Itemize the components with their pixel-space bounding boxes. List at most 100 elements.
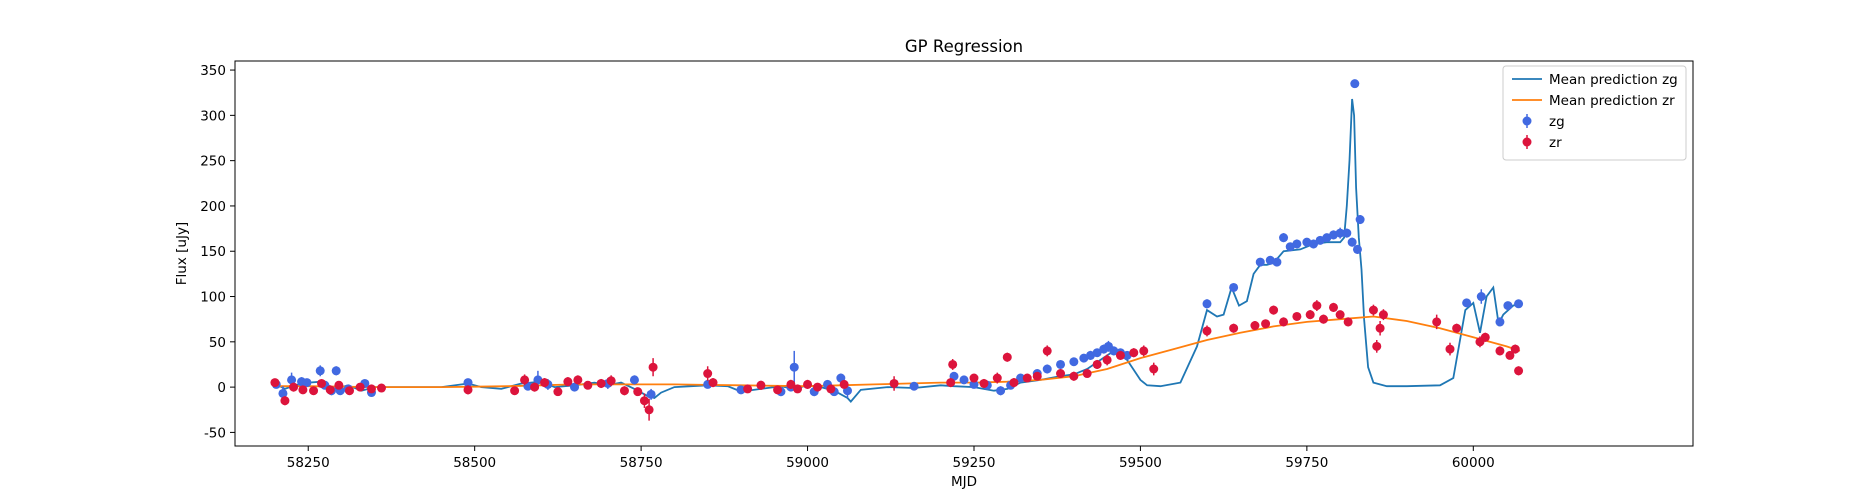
data-point-zr bbox=[1495, 346, 1505, 356]
data-point-zg bbox=[1202, 299, 1212, 309]
data-point-zr bbox=[803, 379, 813, 389]
data-point-zr bbox=[1069, 371, 1079, 381]
data-point-zg bbox=[1355, 215, 1365, 225]
data-point-zr bbox=[309, 386, 319, 396]
data-point-zr bbox=[355, 382, 365, 392]
y-tick-label: 200 bbox=[200, 199, 226, 215]
x-tick-label: 60000 bbox=[1452, 455, 1495, 471]
data-point-zr bbox=[639, 396, 649, 406]
data-point-zr bbox=[1002, 352, 1012, 362]
x-tick-label: 59250 bbox=[953, 455, 996, 471]
data-point-zr bbox=[648, 362, 658, 372]
y-tick-label: 350 bbox=[200, 63, 226, 79]
data-point-zg bbox=[1309, 239, 1319, 249]
data-point-zg bbox=[302, 378, 312, 388]
data-point-zg bbox=[1350, 79, 1360, 89]
data-point-zr bbox=[1032, 371, 1042, 381]
data-point-zr bbox=[530, 382, 540, 392]
y-axis-label: Flux [uJy] bbox=[174, 222, 190, 285]
data-point-zg bbox=[909, 381, 919, 391]
data-point-zg bbox=[1229, 282, 1239, 292]
data-point-zg bbox=[287, 375, 297, 385]
data-point-zg bbox=[1042, 364, 1052, 374]
data-point-zr bbox=[1480, 332, 1490, 342]
y-tick-label: 300 bbox=[200, 108, 226, 124]
data-point-zr bbox=[756, 380, 766, 390]
data-point-zr bbox=[992, 373, 1002, 383]
data-point-zr bbox=[1510, 344, 1520, 354]
data-point-zg bbox=[1495, 317, 1505, 327]
data-point-zg bbox=[1092, 348, 1102, 358]
data-point-zr bbox=[1115, 350, 1125, 360]
data-point-zr bbox=[703, 369, 713, 379]
data-point-zr bbox=[289, 382, 299, 392]
legend-box bbox=[1502, 65, 1687, 161]
y-tick-label: -50 bbox=[204, 425, 226, 441]
data-point-zg bbox=[969, 379, 979, 389]
data-point-zr bbox=[1202, 326, 1212, 336]
data-point-zg bbox=[959, 375, 969, 385]
data-point-zg bbox=[1292, 239, 1302, 249]
data-point-zr bbox=[1305, 310, 1315, 320]
plot-frame bbox=[234, 60, 1694, 447]
data-point-zr bbox=[1009, 378, 1019, 388]
data-point-zr bbox=[1250, 321, 1260, 331]
data-point-zg bbox=[1342, 228, 1352, 238]
data-point-zr bbox=[345, 386, 355, 396]
x-tick-label: 58250 bbox=[287, 455, 330, 471]
data-point-zr bbox=[596, 378, 606, 388]
data-point-zr bbox=[317, 378, 327, 388]
data-point-zg bbox=[1272, 257, 1282, 267]
data-point-zr bbox=[1514, 366, 1524, 376]
data-point-zr bbox=[813, 382, 823, 392]
data-point-zr bbox=[520, 375, 530, 385]
data-point-zr bbox=[1279, 317, 1289, 327]
data-point-zg bbox=[1056, 359, 1066, 369]
series-line-mean-prediction-zr bbox=[274, 315, 1521, 388]
data-point-zg bbox=[1352, 244, 1362, 254]
data-point-zg bbox=[736, 385, 746, 395]
data-point-zg bbox=[1476, 292, 1486, 302]
data-point-zr bbox=[510, 386, 520, 396]
x-axis: 58250 58500 58750 59000 59250 59500 59750 60000 bbox=[287, 446, 1495, 471]
data-point-zr bbox=[1139, 346, 1149, 356]
x-tick-label: 58750 bbox=[620, 455, 663, 471]
data-point-zr bbox=[1229, 323, 1239, 333]
data-point-zr bbox=[1335, 310, 1345, 320]
data-point-zg bbox=[1255, 257, 1265, 267]
data-point-zg bbox=[1016, 373, 1026, 383]
data-point-zr bbox=[1269, 305, 1279, 315]
y-axis: -50 0 50 100 150 200 250 300 350 bbox=[200, 63, 235, 441]
data-point-zr bbox=[1312, 301, 1322, 311]
data-point-zr bbox=[1022, 373, 1032, 383]
data-point-zr bbox=[1319, 314, 1329, 324]
data-point-zr bbox=[633, 387, 643, 397]
data-point-zr bbox=[280, 396, 290, 406]
y-tick-label: 250 bbox=[200, 154, 226, 170]
legend-entry-label: zg bbox=[1549, 114, 1565, 130]
data-point-zg bbox=[1514, 299, 1524, 309]
data-point-zr bbox=[1343, 317, 1353, 327]
data-point-zr bbox=[1149, 364, 1159, 374]
data-point-zr bbox=[366, 384, 376, 394]
legend-swatch-point bbox=[1522, 116, 1532, 126]
data-point-zr bbox=[270, 378, 280, 388]
data-point-zr bbox=[826, 384, 836, 394]
data-point-zg bbox=[463, 378, 473, 388]
data-point-zr bbox=[1432, 317, 1442, 327]
y-tick-label: 0 bbox=[217, 380, 226, 396]
legend-entry-label: Mean prediction zr bbox=[1549, 93, 1675, 109]
data-point-zr bbox=[786, 379, 796, 389]
series-points-zr bbox=[270, 300, 1524, 421]
data-point-zg bbox=[278, 388, 288, 398]
data-point-zr bbox=[743, 384, 753, 394]
legend-swatch-point bbox=[1522, 137, 1532, 147]
data-point-zr bbox=[889, 378, 899, 388]
data-marks bbox=[270, 79, 1524, 421]
data-point-zg bbox=[1503, 301, 1513, 311]
data-point-zg bbox=[1462, 298, 1472, 308]
data-point-zr bbox=[325, 385, 335, 395]
data-point-zr bbox=[793, 384, 803, 394]
data-point-zr bbox=[1452, 323, 1462, 333]
chart-title: GP Regression bbox=[905, 37, 1023, 56]
